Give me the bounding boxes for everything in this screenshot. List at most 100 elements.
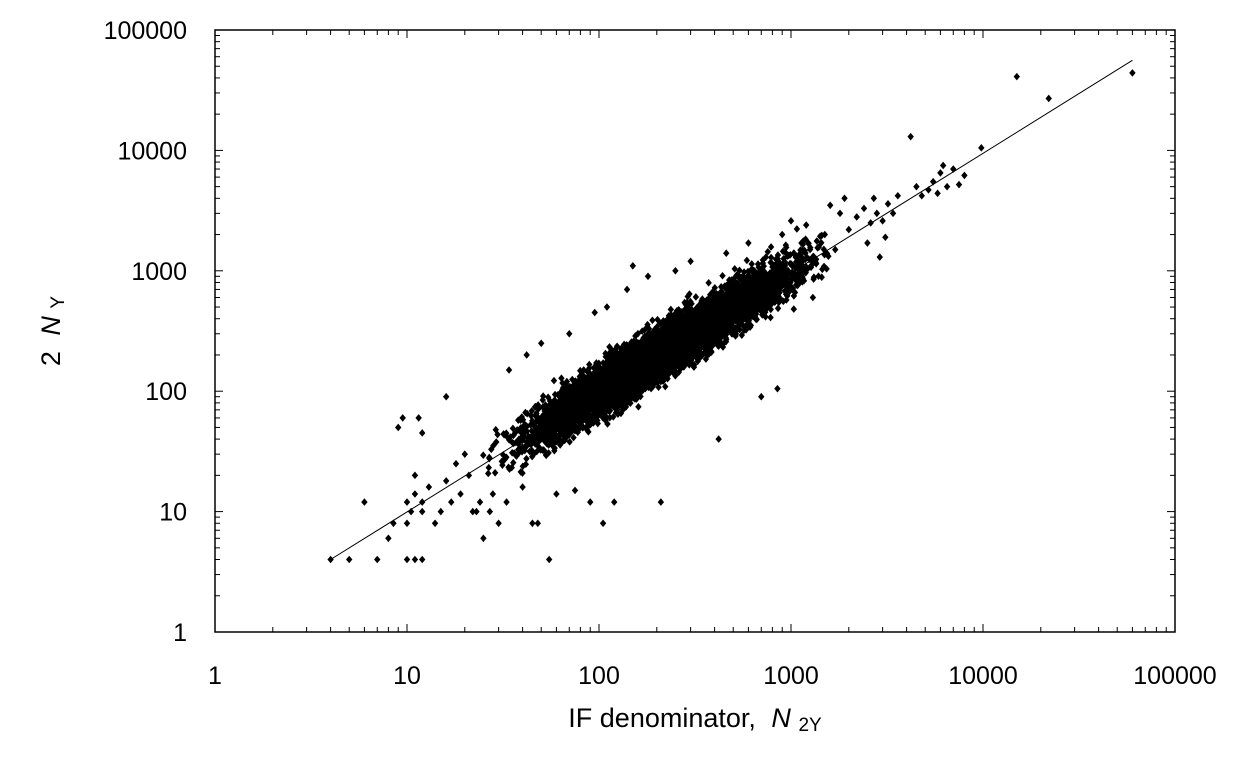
- y-tick-label: 10000: [117, 137, 187, 165]
- scatter-point: [486, 453, 493, 462]
- scatter-point: [804, 265, 811, 274]
- scatter-point: [601, 411, 608, 419]
- x-tick-label: 1: [208, 662, 222, 690]
- scatter-point: [731, 273, 738, 282]
- scatter-point: [783, 296, 790, 304]
- scatter-point: [812, 258, 819, 267]
- scatter-point: [570, 433, 577, 442]
- scatter-point: [537, 446, 544, 454]
- scatter-point: [789, 284, 796, 293]
- scatter-point: [795, 250, 803, 259]
- scatter-point: [820, 262, 828, 271]
- scatter-point: [667, 305, 675, 314]
- scatter-point: [751, 309, 759, 318]
- scatter-point: [628, 338, 635, 346]
- scatter-point: [603, 413, 610, 421]
- scatter-point: [550, 376, 558, 385]
- y-tick-label: 100: [145, 378, 187, 406]
- scatter-point: [725, 285, 732, 294]
- scatter-point: [518, 447, 526, 456]
- scatter-point: [531, 436, 538, 444]
- scatter-point: [604, 420, 611, 428]
- scatter-point: [790, 305, 798, 313]
- scatter-point: [731, 265, 738, 273]
- scatter-point: [746, 323, 754, 332]
- scatter-point: [799, 274, 806, 283]
- scatter-point: [529, 416, 536, 425]
- scatter-point: [819, 265, 826, 274]
- scatter-point: [539, 392, 547, 400]
- scatter-point: [761, 276, 769, 284]
- scatter-point: [772, 255, 780, 263]
- scatter-point: [738, 331, 746, 339]
- scatter-point: [585, 428, 592, 436]
- scatter-point: [500, 431, 508, 439]
- scatter-point: [521, 446, 528, 455]
- scatter-point: [736, 266, 743, 275]
- scatter-point: [790, 262, 797, 270]
- scatter-point: [674, 311, 682, 319]
- scatter-point: [544, 393, 552, 402]
- scatter-point: [818, 239, 825, 247]
- scatter-point: [726, 282, 733, 291]
- scatter-point: [784, 269, 792, 278]
- scatter-point: [786, 282, 793, 290]
- scatter-point: [774, 304, 782, 313]
- scatter-point: [717, 283, 725, 291]
- scatter-point: [774, 251, 782, 259]
- scatter-point: [774, 292, 782, 300]
- scatter-point: [745, 316, 753, 325]
- scatter-point: [519, 469, 526, 477]
- scatter-point: [760, 262, 767, 270]
- x-tick-label: 1000: [763, 662, 819, 690]
- scatter-point: [485, 463, 492, 472]
- scatter-point: [491, 468, 499, 477]
- scatter-point: [759, 256, 767, 264]
- scatter-point: [810, 275, 817, 283]
- scatter-point: [614, 410, 622, 418]
- x-tick-labels: 1 10 100 1000 10000 100000: [208, 662, 1217, 690]
- scatter-point: [611, 402, 619, 411]
- scatter-point: [779, 247, 787, 256]
- scatter-point: [780, 297, 787, 306]
- scatter-point: [586, 364, 593, 372]
- x-tick-label: 10000: [948, 662, 1018, 690]
- scatter-point: [764, 248, 771, 256]
- scatter-point: [734, 272, 742, 281]
- scatter-point: [523, 441, 530, 450]
- scatter-point: [626, 342, 633, 351]
- scatter-point: [729, 285, 737, 294]
- scatter-point: [686, 290, 693, 298]
- scatter-point: [697, 348, 704, 357]
- scatter-point: [480, 451, 487, 460]
- scatter-point: [755, 268, 762, 277]
- scatter-point: [566, 438, 573, 446]
- scatter-point: [635, 402, 642, 411]
- x-tick-label: 10: [393, 662, 421, 690]
- scatter-point: [767, 313, 774, 322]
- scatter-point: [800, 276, 808, 285]
- y-tick-label: 100000: [104, 17, 187, 45]
- scatter-point: [522, 408, 529, 417]
- scatter-point: [520, 421, 528, 430]
- scatter-point: [606, 413, 614, 422]
- scatter-point: [788, 260, 795, 268]
- scatter-point: [560, 406, 568, 415]
- scatter-point: [703, 350, 710, 359]
- scatter-point: [515, 446, 522, 455]
- y-tick-label: 1000: [131, 258, 187, 286]
- scatter-point: [618, 397, 625, 405]
- scatter-point: [762, 253, 770, 261]
- scatter-point: [814, 244, 821, 252]
- scatter-point: [522, 460, 530, 469]
- scatter-point: [805, 239, 812, 247]
- y-tick-label: 1: [173, 619, 187, 647]
- scatter-point: [813, 237, 821, 245]
- x-tick-label: 100000: [1133, 662, 1216, 690]
- scatter-point: [612, 408, 620, 417]
- scatter-point: [510, 458, 517, 467]
- scatter-point: [533, 413, 541, 421]
- scatter-point: [783, 243, 790, 252]
